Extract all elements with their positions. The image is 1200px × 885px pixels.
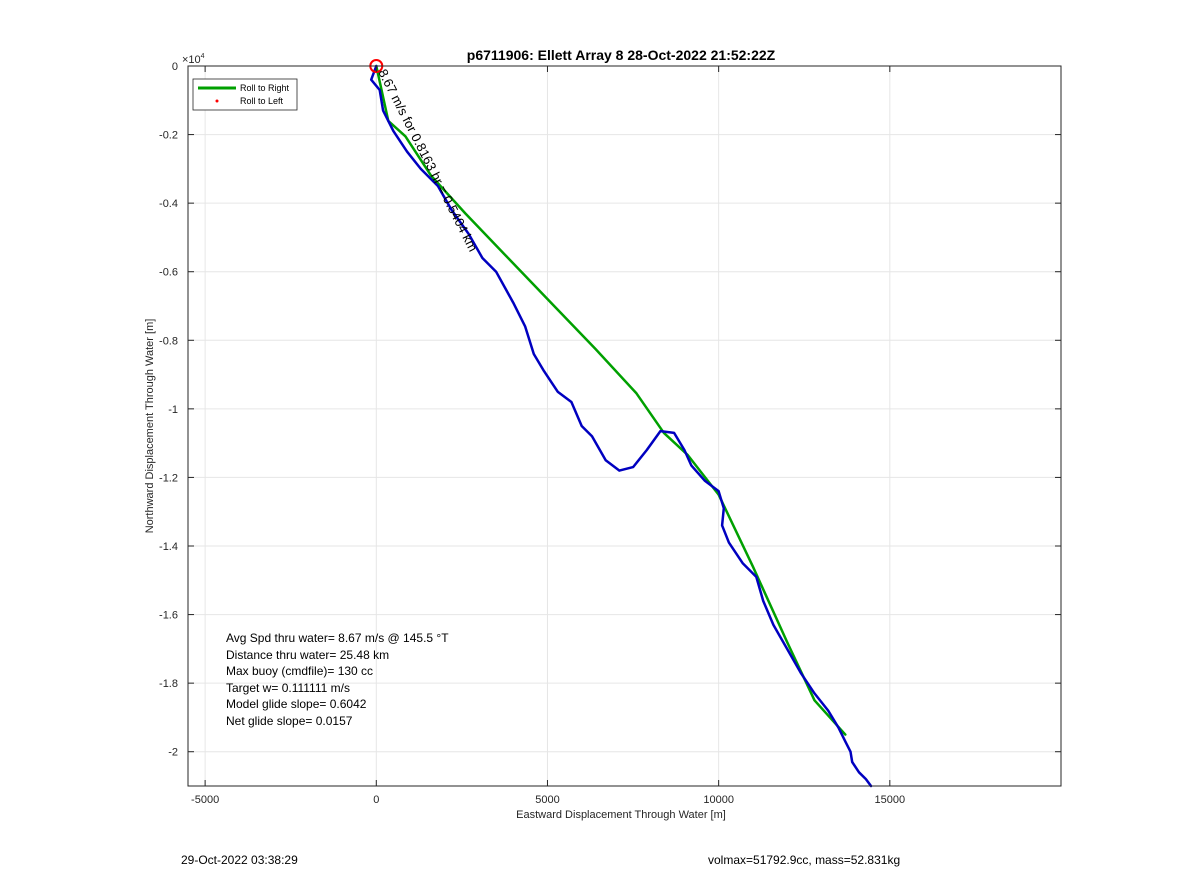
y-tick-label: -2 [168,747,178,759]
legend: Roll to Right Roll to Left [192,78,298,111]
x-tick-label: 0 [373,794,379,806]
footer-volmax-mass: volmax=51792.9cc, mass=52.831kg [708,853,901,867]
y-axis-label: Northward Displacement Through Water [m] [144,319,156,534]
stats-block: Avg Spd thru water= 8.67 m/s @ 145.5 °T … [226,631,449,728]
y-tick-label: -1.2 [159,472,178,484]
y-tick-label: -1.6 [159,610,178,622]
ticks: -5000 0 5000 10000 15000 0 -0.2 -0.4 -0.6 -0.8 -1 -… [159,61,1061,806]
legend-label-roll-left: Roll to Left [240,96,284,106]
x-tick-label: 10000 [703,794,734,806]
stats-max-buoy: Max buoy (cmdfile)= 130 cc [226,664,373,678]
footer-timestamp: 29-Oct-2022 03:38:29 [181,853,298,867]
series-line-roll-right [375,64,847,736]
x-axis-label: Eastward Displacement Through Water [m] [516,809,726,821]
y-tick-label: -0.2 [159,130,178,142]
y-exponent-label: ×104 [182,53,205,66]
stats-model-glide-slope: Model glide slope= 0.6042 [226,697,367,711]
x-tick-label: 5000 [535,794,559,806]
chart-title: p6711906: Ellett Array 8 28-Oct-2022 21:… [467,47,776,63]
series-line-track [369,64,873,788]
legend-box [192,78,298,111]
y-tick-label: 0 [172,61,178,73]
y-tick-label: -1 [168,404,178,416]
legend-dot-roll-left [215,99,219,103]
legend-label-roll-right: Roll to Right [240,83,290,93]
plot-frame [187,65,1062,787]
stats-target-w: Target w= 0.111111 m/s [226,681,350,695]
x-tick-label: 15000 [875,794,906,806]
stats-distance: Distance thru water= 25.48 km [226,648,389,662]
stats-avg-speed: Avg Spd thru water= 8.67 m/s @ 145.5 °T [226,631,449,645]
y-tick-label: -1.8 [159,678,178,690]
y-tick-label: -0.8 [159,335,178,347]
y-tick-label: -0.6 [159,267,178,279]
y-tick-label: -1.4 [159,541,178,553]
y-tick-label: -0.4 [159,198,178,210]
plot-area [188,66,1061,786]
stats-net-glide-slope: Net glide slope= 0.0157 [226,714,353,728]
x-tick-label: -5000 [191,794,219,806]
